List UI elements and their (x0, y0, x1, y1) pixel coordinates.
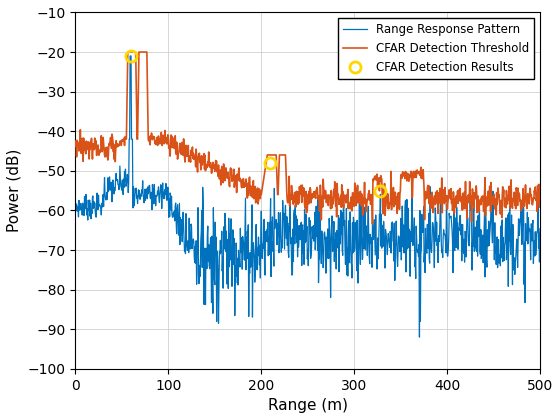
CFAR Detection Threshold (435, 190, 442, 195)
Range Response Pattern (72, 194, 78, 199)
Range Response Pattern (260, 238, 267, 243)
Range Response Pattern (277, 210, 284, 215)
CFAR Detection Results (267, 160, 274, 165)
CFAR Detection Results (128, 53, 134, 58)
CFAR Detection Threshold (260, 177, 267, 182)
CFAR Detection Threshold (277, 152, 284, 158)
Range Response Pattern (444, 215, 450, 220)
Line: CFAR Detection Results: CFAR Detection Results (125, 50, 386, 196)
Range Response Pattern (127, 53, 133, 58)
Line: Range Response Pattern: Range Response Pattern (75, 56, 540, 337)
Range Response Pattern (391, 278, 398, 283)
CFAR Detection Threshold (72, 144, 78, 149)
CFAR Detection Results (377, 188, 384, 193)
CFAR Detection Threshold (444, 193, 450, 198)
Range Response Pattern (119, 178, 126, 183)
Range Response Pattern (416, 335, 423, 340)
Line: CFAR Detection Threshold: CFAR Detection Threshold (75, 52, 540, 224)
Range Response Pattern (536, 226, 543, 231)
Legend: Range Response Pattern, CFAR Detection Threshold, CFAR Detection Results: Range Response Pattern, CFAR Detection T… (338, 18, 534, 79)
CFAR Detection Threshold (124, 50, 131, 55)
CFAR Detection Threshold (392, 190, 399, 195)
CFAR Detection Threshold (536, 201, 543, 206)
CFAR Detection Threshold (119, 138, 126, 143)
CFAR Detection Threshold (369, 221, 376, 226)
Y-axis label: Power (dB): Power (dB) (7, 149, 22, 232)
X-axis label: Range (m): Range (m) (268, 398, 348, 413)
Range Response Pattern (435, 242, 442, 247)
